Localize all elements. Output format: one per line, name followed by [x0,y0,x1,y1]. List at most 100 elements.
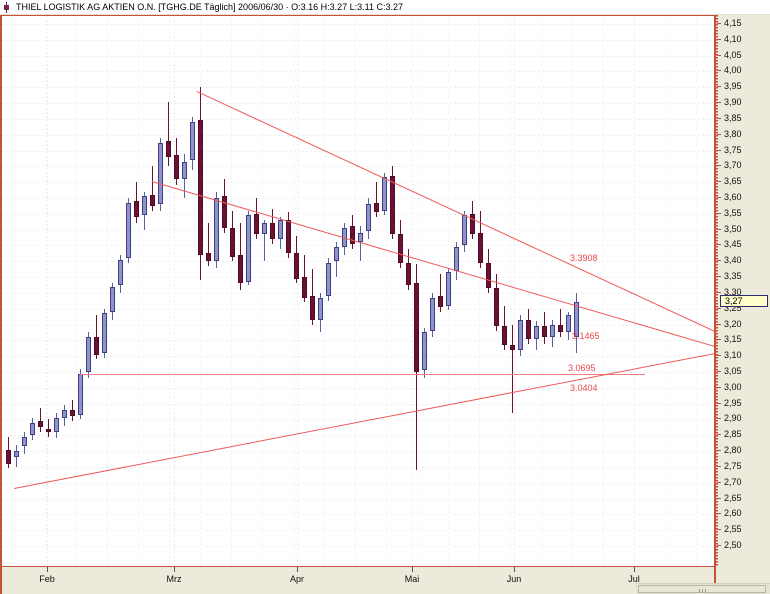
horizontal-scrollbar[interactable] [636,583,770,594]
price-tick: 3,80 [716,129,770,140]
price-tick-label: 3,20 [724,318,742,329]
price-tick: 3,85 [716,113,770,124]
candlestick [350,16,355,566]
price-tick: 3,95 [716,81,770,92]
time-tick-label-mrz: Mrz [166,574,182,584]
price-tick-label: 2,75 [724,460,742,471]
candlestick [166,16,171,566]
candlestick [566,16,571,566]
gridline-horizontal [2,309,714,310]
candlestick [254,16,259,566]
time-tick [514,567,515,572]
gridline-horizontal [2,24,714,25]
time-tick [47,567,48,572]
resistance-upper-label: 3.3908 [570,253,598,263]
horizontal-support[interactable] [80,374,645,375]
gridline-vertical-minor [45,16,46,566]
price-tick: 3,70 [716,160,770,171]
candlestick [374,16,379,566]
chart-plot-area[interactable]: 3.3908 3.1465 3.0695 3.0404 [0,15,714,567]
candlestick [30,16,35,566]
gridline-vertical-minor [572,16,573,566]
gridline-vertical [412,16,413,566]
price-tick-label: 3,05 [724,366,742,376]
candlestick [142,16,147,566]
candlestick [454,16,459,566]
candlestick [286,16,291,566]
candlestick [78,16,83,566]
price-tick: 3,20 [716,319,770,330]
gridline-vertical [514,16,515,566]
candlestick [190,16,195,566]
price-tick: 3,65 [716,176,770,187]
gridline-horizontal [2,261,714,262]
time-tick [174,567,175,572]
gridline-vertical [174,16,175,566]
gridline-vertical-minor [634,16,635,566]
price-tick-label: 4,10 [724,33,742,44]
gridline-vertical-minor [603,16,604,566]
candlestick [46,16,51,566]
gridline-vertical-minor [107,16,108,566]
time-tick [634,567,635,572]
gridline-horizontal [2,166,714,167]
gridline-horizontal [2,372,714,373]
resistance-mid-label: 3.1465 [572,331,600,341]
price-tick: 3,25 [716,303,770,314]
candlestick [382,16,387,566]
price-tick-label: 3,25 [724,302,742,313]
price-tick-label: 3,40 [724,255,742,266]
candlestick [446,16,451,566]
gridline-horizontal [2,340,714,341]
gridline-horizontal [2,546,714,547]
candlestick [470,16,475,566]
gridline-horizontal [2,135,714,136]
gridline-vertical-minor [696,16,697,566]
gridline-horizontal [2,56,714,57]
gridline-vertical-minor [510,16,511,566]
gridline-horizontal [2,419,714,420]
price-tick: 3,55 [716,208,770,219]
price-tick-label: 2,70 [724,476,742,487]
gridline-horizontal [2,87,714,88]
price-tick-label: 3,90 [724,97,742,108]
candlestick [102,16,107,566]
gridline-vertical [47,16,48,566]
candlestick [558,16,563,566]
price-axis[interactable]: 4,15 4,10 4,05 4,00 3,95 3,90 3,85 3,80 3,75 3,70… [714,15,770,567]
gridline-vertical-minor [355,16,356,566]
candlestick [222,16,227,566]
candlestick [206,16,211,566]
time-tick-label-jul: Jul [628,574,640,584]
price-tick: 2,55 [716,524,770,535]
candlestick [366,16,371,566]
price-tick: 3,45 [716,239,770,250]
candlestick [278,16,283,566]
price-tick-label: 2,50 [724,540,742,550]
price-tick-label: 4,00 [724,65,742,76]
price-tick-label: 3,75 [724,144,742,155]
gridline-horizontal [2,388,714,389]
candlestick [230,16,235,566]
candlestick [430,16,435,566]
gridline-horizontal [2,514,714,515]
candlestick [86,16,91,566]
gridline-horizontal [2,435,714,436]
candlestick [486,16,491,566]
candlestick-icon [2,1,13,13]
candlestick [342,16,347,566]
candlestick [358,16,363,566]
candlestick [94,16,99,566]
price-tick-label: 3,95 [724,81,742,92]
gridline-vertical-minor [169,16,170,566]
candlestick [542,16,547,566]
current-price-marker: 3,27 [720,295,768,308]
price-tick: 2,85 [716,429,770,440]
price-tick: 4,10 [716,34,770,45]
candlestick [70,16,75,566]
candlestick [334,16,339,566]
time-axis[interactable]: Feb Mrz Apr Mai Jun Jul [0,567,714,594]
scrollbar-thumb[interactable] [638,585,766,593]
candlestick [198,16,203,566]
support-ascending-label: 3.0404 [570,383,598,393]
